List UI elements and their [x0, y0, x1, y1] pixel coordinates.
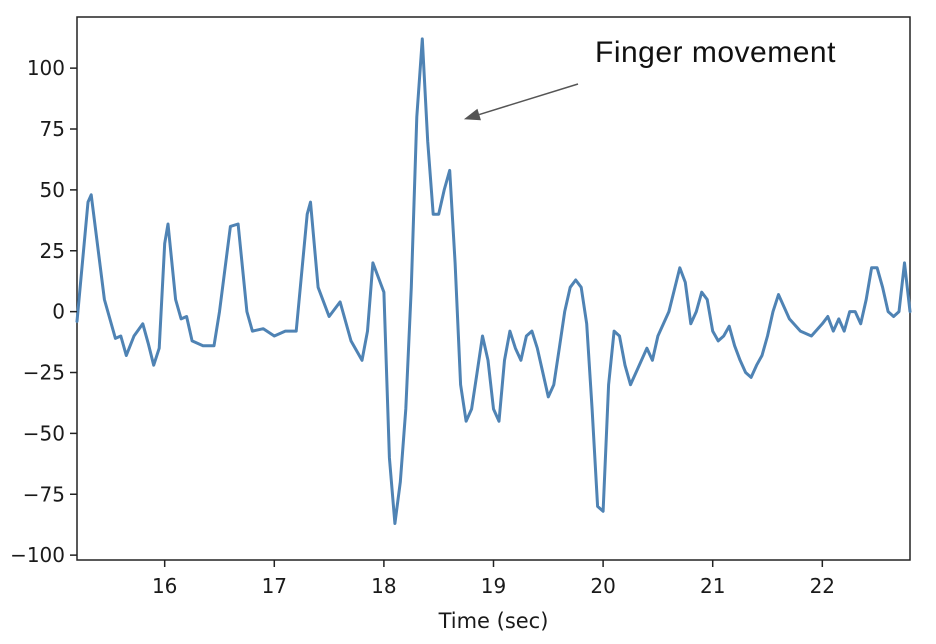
x-tick-label: 18: [371, 574, 396, 598]
x-tick-label: 19: [481, 574, 506, 598]
x-tick-label: 21: [700, 574, 725, 598]
series-line: [75, 37, 912, 525]
x-tick-label: 17: [262, 574, 287, 598]
annotation: Finger movement: [463, 36, 836, 121]
y-tick-label: −50: [23, 421, 65, 445]
annotation-arrow: [478, 83, 579, 116]
annotation-arrowhead: [463, 108, 481, 121]
x-tick-label: 20: [590, 574, 615, 598]
x-axis-label: Time (sec): [438, 609, 549, 633]
x-axis-ticks: 16 17 18 19 20 21 22: [152, 560, 835, 598]
y-tick-label: 50: [40, 178, 65, 202]
y-tick-label: 100: [27, 56, 65, 80]
x-tick-label: 22: [810, 574, 835, 598]
y-tick-label: 0: [52, 300, 65, 324]
y-tick-label: 25: [40, 239, 65, 263]
y-tick-label: −100: [10, 543, 65, 567]
y-axis-ticks: 100 75 50 25 0 −25 −50 −75 −100: [10, 56, 77, 567]
annotation-text: Finger movement: [595, 36, 836, 69]
y-tick-label: −25: [23, 361, 65, 385]
axes-frame: [76, 16, 911, 561]
y-tick-label: −75: [23, 482, 65, 506]
x-tick-label: 16: [152, 574, 177, 598]
plot-area: [75, 16, 912, 561]
y-tick-label: 75: [40, 117, 65, 141]
